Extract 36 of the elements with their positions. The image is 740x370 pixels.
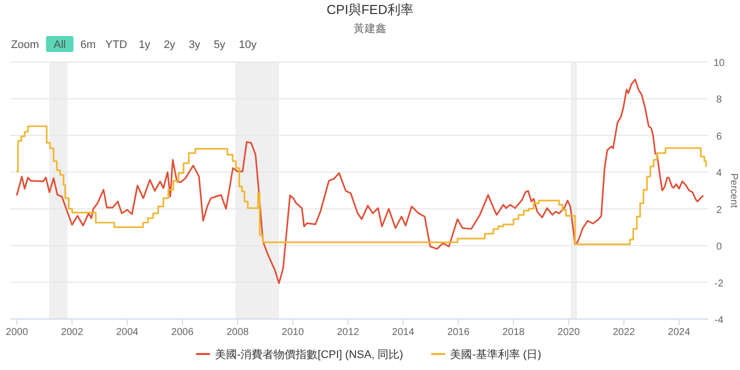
legend-label: 美國-基準利率 (日) bbox=[450, 348, 542, 361]
x-tick-label: 2006 bbox=[171, 327, 194, 338]
y-axis-title: Percent bbox=[728, 173, 739, 208]
x-tick-label: 2012 bbox=[336, 327, 360, 338]
x-tick-label: 2018 bbox=[502, 327, 526, 338]
x-tick-label: 2010 bbox=[282, 327, 304, 338]
line-series bbox=[16, 78, 704, 284]
x-tick-label: 2014 bbox=[392, 327, 415, 338]
x-tick-label: 2008 bbox=[226, 327, 250, 338]
x-tick-label: 2002 bbox=[60, 327, 84, 338]
legend-label: 美國-消費者物價指數[CPI] (NSA, 同比) bbox=[215, 348, 404, 361]
x-tick-label: 2024 bbox=[668, 327, 691, 338]
text: 6m bbox=[80, 39, 96, 51]
y-tick-label: -2 bbox=[714, 278, 724, 290]
y-tick-label: 0 bbox=[716, 242, 722, 253]
y-tick-label: -4 bbox=[714, 315, 724, 326]
text: Zoom bbox=[10, 39, 40, 51]
text: 5y bbox=[214, 39, 226, 51]
x-tick-label: 2000 bbox=[6, 327, 28, 338]
text: All bbox=[54, 39, 66, 51]
x-tick-label: 2016 bbox=[447, 327, 470, 338]
x-tick-label: 2004 bbox=[116, 327, 139, 338]
text: 10y bbox=[238, 39, 258, 51]
y-tick-label: 8 bbox=[716, 94, 722, 106]
x-tick-label: 2022 bbox=[612, 327, 636, 338]
x-tick-label: 2020 bbox=[558, 327, 580, 338]
chart-title: CPI與FED利率 bbox=[326, 2, 414, 17]
text: 3y bbox=[188, 39, 201, 51]
text: 1y bbox=[138, 39, 151, 51]
text: 2y bbox=[164, 39, 176, 51]
y-tick-label: 10 bbox=[713, 58, 725, 69]
y-tick-label: 2 bbox=[716, 204, 722, 216]
chart-subtitle: 黃建鑫 bbox=[354, 22, 386, 35]
text: YTD bbox=[105, 39, 128, 51]
y-tick-label: 6 bbox=[716, 131, 722, 142]
y-tick-label: 4 bbox=[716, 168, 722, 180]
